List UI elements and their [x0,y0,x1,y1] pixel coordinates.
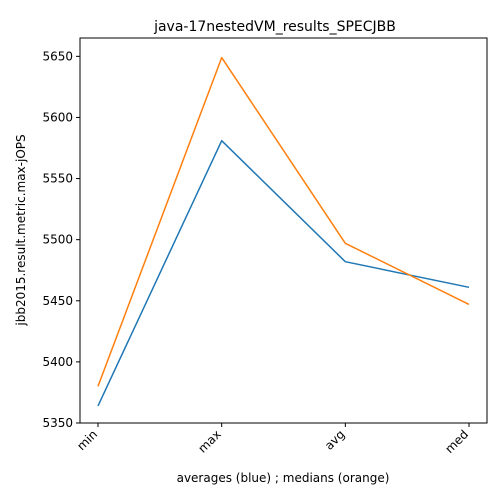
x-tick-label-max: max [195,427,223,455]
x-tick-label-min: min [74,427,100,453]
y-tick-label: 5450 [42,294,73,308]
medians-line [97,56,470,387]
x-tick-label-med: med [442,427,471,456]
series-lines [97,56,470,407]
y-axis-label: jbb2015.result.metric.max-jOPS [14,134,28,326]
averages-line [97,139,470,407]
x-axis-label: averages (blue) ; medians (orange) [177,471,390,485]
y-tick-label: 5500 [42,233,73,247]
plot-frame [79,37,488,424]
y-tick-label: 5350 [42,416,73,430]
x-tick-label-avg: avg [322,427,348,453]
y-tick-label: 5600 [42,110,73,124]
y-tick-label: 5650 [42,49,73,63]
y-tick-label: 5400 [42,355,73,369]
y-tick-label: 5550 [42,172,73,186]
y-axis-ticks: 5350 5400 5450 5500 5550 5600 5650 [42,49,80,430]
chart-title: java-17nestedVM_results_SPECJBB [153,19,396,35]
x-axis-ticks: min max avg med [74,423,471,456]
